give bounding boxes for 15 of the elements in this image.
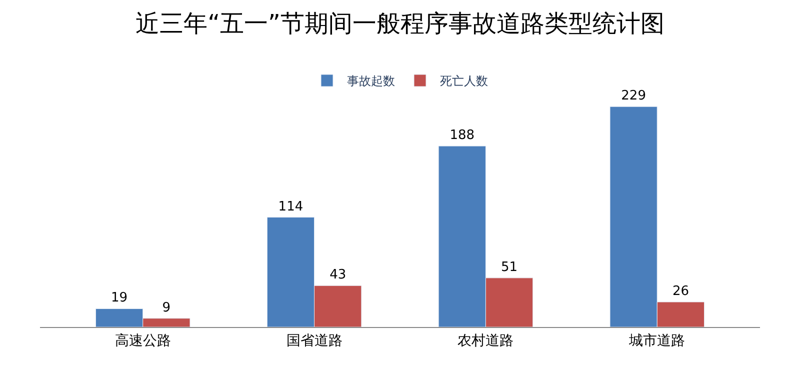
data-label: 229 — [621, 88, 646, 104]
x-tick-label: 农村道路 — [458, 332, 514, 349]
x-tick-label: 高速公路 — [114, 332, 171, 349]
x-tick-label: 国省道路 — [286, 332, 342, 349]
x-tick-label: 城市道路 — [628, 332, 686, 349]
data-label: 19 — [111, 290, 128, 306]
legend-label: 死亡人数 — [440, 74, 488, 88]
data-label: 51 — [501, 260, 518, 275]
chart-title: 近三年“五一”节期间一般程序事故道路类型统计图 — [136, 10, 664, 38]
data-label: 114 — [278, 199, 304, 214]
data-label: 9 — [162, 300, 171, 316]
legend-label: 事故起数 — [347, 74, 395, 88]
data-label: 43 — [330, 268, 346, 283]
data-label: 26 — [672, 284, 689, 299]
data-label: 188 — [450, 128, 475, 144]
